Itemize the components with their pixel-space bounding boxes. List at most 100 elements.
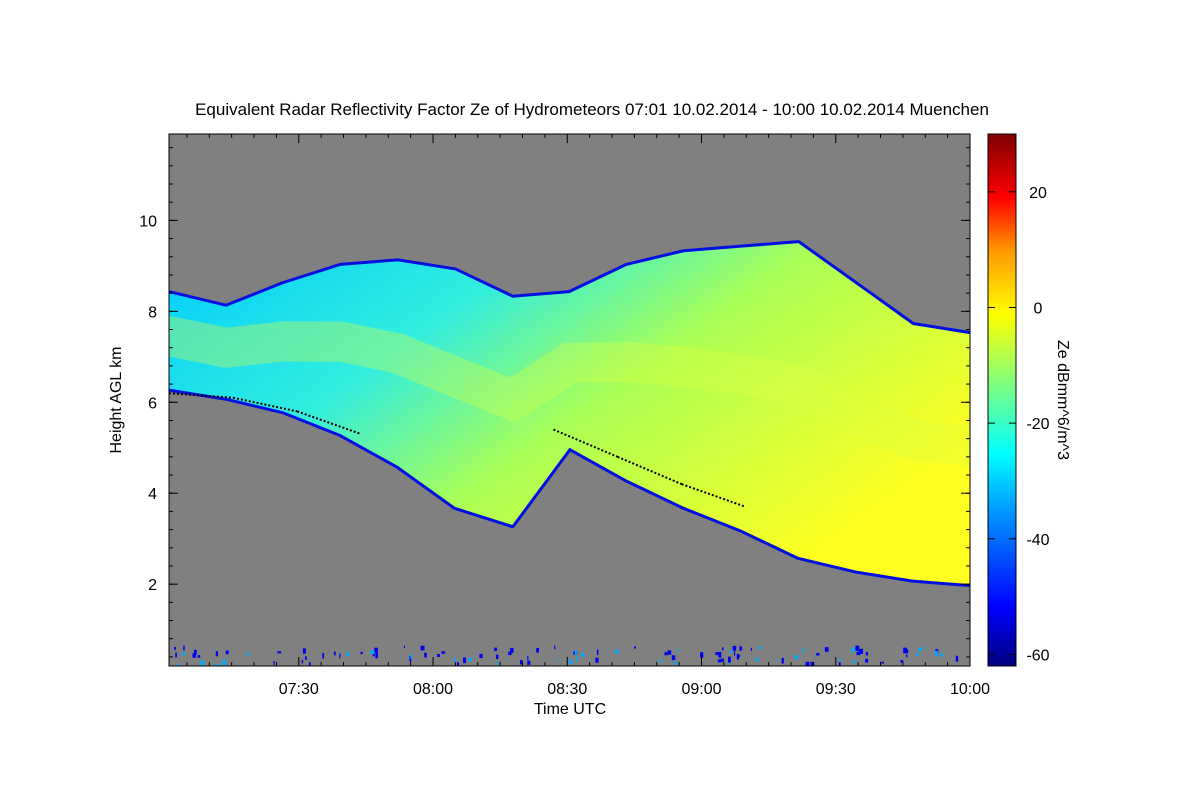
colorbar-label: Ze dBmm^6/m^3 (1054, 340, 1071, 460)
clutter-mark (755, 657, 759, 662)
clutter-mark (781, 657, 784, 664)
melting-layer-segment (169, 392, 234, 399)
clutter-mark (301, 659, 304, 664)
clutter-mark (479, 653, 483, 659)
clutter-mark (918, 647, 922, 652)
clutter-mark (225, 650, 229, 655)
clutter-mark (246, 652, 249, 657)
clutter-mark (581, 652, 585, 658)
colorbar-tick-label: 0 (1034, 300, 1043, 317)
clutter-mark (200, 660, 204, 666)
clutter-mark (859, 648, 864, 654)
clutter-mark (424, 652, 427, 658)
y-tick-label: 10 (139, 213, 157, 230)
clutter-mark (403, 645, 405, 649)
y-axis: 2 4 6 8 10 (139, 147, 970, 658)
clutter-mark (718, 652, 722, 658)
melting-layer-segment (296, 410, 362, 436)
clutter-mark (729, 650, 733, 653)
colorbar-tick-label: -40 (1026, 532, 1049, 549)
clutter-mark (881, 661, 884, 664)
clutter-mark (495, 654, 499, 659)
clutter-mark (410, 653, 412, 659)
clutter-mark (510, 647, 514, 653)
x-tick-label: 09:00 (681, 681, 721, 698)
clutter-mark (738, 654, 740, 658)
clutter-mark (339, 653, 341, 659)
clutter-mark (420, 645, 425, 651)
clutter-mark (732, 645, 737, 651)
clutter-mark (733, 651, 736, 656)
clutter-mark (174, 646, 176, 650)
clutter-mark (659, 659, 662, 663)
clutter-mark (900, 660, 904, 663)
clutter-mark (308, 662, 311, 666)
clutter-mark (904, 649, 909, 654)
clutter-mark (322, 653, 325, 659)
clutter-mark (181, 652, 186, 656)
clutter-mark (856, 651, 861, 656)
clutter-mark (736, 653, 740, 660)
clutter-mark (906, 654, 908, 658)
x-tick-label: 08:30 (547, 681, 587, 698)
clutter-mark (554, 645, 556, 650)
clutter-mark (554, 659, 556, 662)
clutter-mark (728, 656, 731, 663)
clutter-mark (720, 658, 724, 662)
colorbar-tick-label: -20 (1026, 416, 1049, 433)
clutter-mark (203, 661, 205, 664)
clutter-mark (739, 646, 743, 651)
clutter-mark (333, 651, 336, 656)
y-axis-label: Height AGL km (108, 346, 125, 453)
x-axis: 07:30 08:00 08:30 09:00 09:30 10:00 (186, 134, 990, 698)
clutter-mark (803, 648, 805, 652)
reflectivity-field (169, 240, 970, 588)
clutter-mark (851, 647, 855, 652)
clutter-mark (955, 655, 959, 662)
clutter-mark (574, 649, 577, 655)
clutter-mark (175, 652, 177, 658)
clutter-mark (277, 651, 282, 654)
clutter-mark (569, 659, 573, 665)
clutter-mark (215, 663, 219, 666)
clutter-mark (437, 654, 440, 657)
clutter-mark (677, 646, 679, 653)
clutter-mark (664, 652, 668, 656)
clutter-mark (722, 647, 724, 651)
clutter-mark (700, 652, 704, 658)
clutter-mark (454, 657, 456, 663)
clutter-mark (519, 660, 523, 665)
clutter-mark (776, 658, 778, 662)
melting-layer-marks (169, 392, 747, 508)
clutter-mark (715, 652, 719, 656)
clutter-mark (838, 662, 841, 666)
clutter-mark (456, 662, 460, 666)
clutter-mark (916, 653, 920, 657)
clutter-mark (667, 650, 672, 655)
clutter-mark (527, 655, 529, 661)
clutter-mark (374, 647, 378, 653)
ground-clutter (174, 645, 959, 666)
clutter-mark (674, 661, 677, 666)
colorbar-tick-label: 20 (1029, 185, 1047, 202)
clutter-mark (940, 653, 944, 657)
clutter-mark (536, 648, 540, 653)
clutter-mark (750, 647, 753, 651)
clutter-mark (215, 651, 218, 657)
y-tick-label: 2 (148, 577, 157, 594)
clutter-mark (463, 657, 467, 664)
clutter-mark (858, 648, 861, 654)
clutter-mark (370, 650, 374, 655)
clutter-mark (183, 645, 185, 651)
clutter-mark (852, 660, 856, 663)
chart-title: Equivalent Radar Reflectivity Factor Ze … (195, 100, 989, 119)
clutter-mark (934, 650, 938, 656)
clutter-mark (614, 649, 619, 654)
clutter-mark (717, 659, 722, 663)
clutter-mark (757, 646, 762, 650)
clutter-mark (816, 652, 820, 656)
clutter-mark (865, 652, 868, 656)
x-axis-label: Time UTC (534, 701, 606, 718)
x-tick-label: 07:30 (279, 681, 319, 698)
